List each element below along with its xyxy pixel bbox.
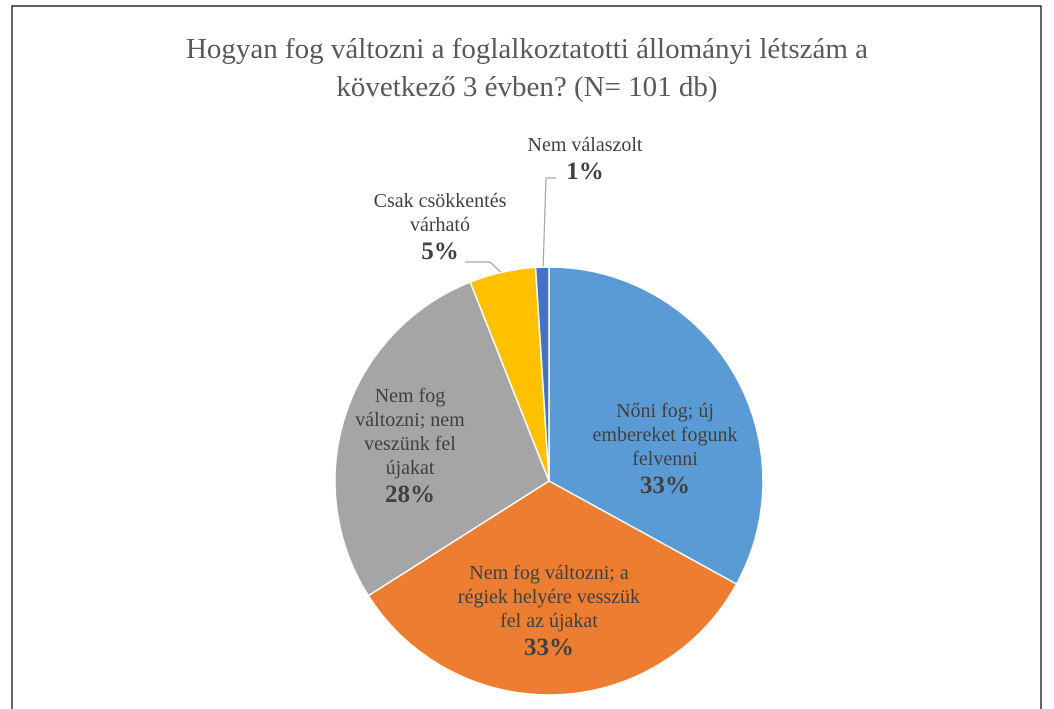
value-label: 33% [640, 472, 690, 499]
pie-slice [534, 266, 550, 482]
category-label: Nem válaszolt [527, 134, 643, 156]
category-label: Nem fog változni; nem veszünk fel újakat [355, 385, 465, 479]
data-label: Nőni fog; új embereket fogunk felvenni 33… [575, 399, 755, 501]
chart-frame [11, 5, 1042, 709]
category-label: Csak csökkentés várható [373, 190, 507, 236]
value-label: 1% [566, 158, 604, 185]
data-label: Nem válaszolt 1% [500, 133, 670, 187]
data-label: Nem fog változni; a régiek helyére vessz… [449, 561, 649, 663]
pie [334, 266, 764, 696]
data-label: Nem fog változni; nem veszünk fel újakat… [340, 384, 480, 510]
data-label: Csak csökkentés várható 5% [355, 189, 525, 267]
leader-line [465, 261, 506, 277]
value-label: 33% [524, 634, 574, 661]
category-label: Nem fog változni; a régiek helyére vessz… [457, 562, 641, 632]
pie-slice [334, 281, 550, 597]
category-label: Nőni fog; új embereket fogunk felvenni [592, 400, 738, 470]
chart-title: Hogyan fog változni a foglalkoztatotti á… [185, 33, 869, 103]
leader-line [542, 177, 556, 271]
pie-slice [548, 266, 764, 586]
value-label: 5% [421, 238, 459, 265]
value-label: 28% [385, 481, 435, 508]
pie-slice [367, 480, 738, 696]
